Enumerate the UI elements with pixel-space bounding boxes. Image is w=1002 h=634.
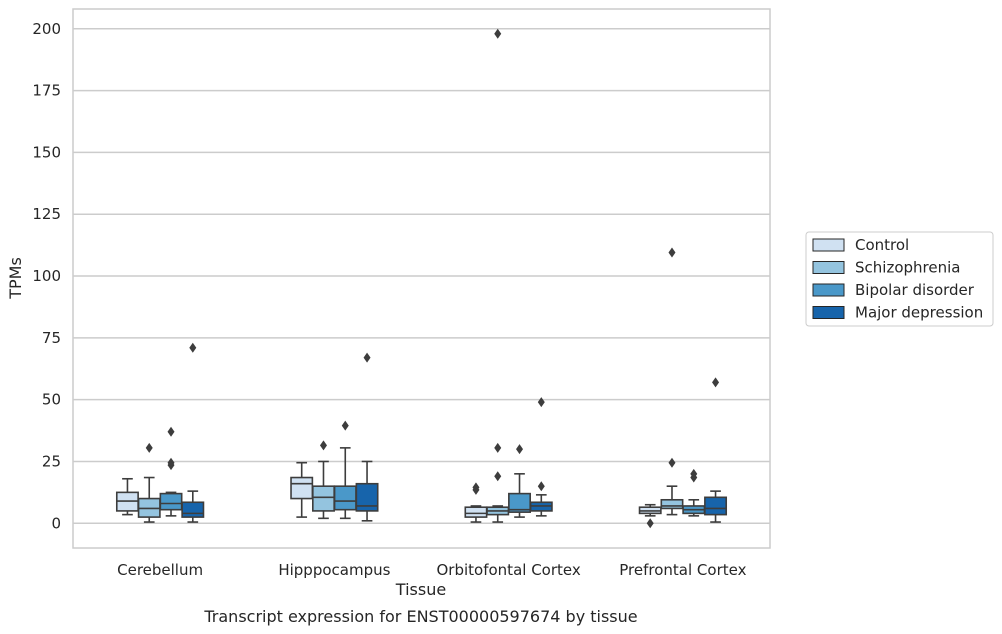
box-schizophrenia [137,442,161,523]
outlier-point [189,342,197,353]
box-body [159,492,183,511]
box-major-depression [704,377,728,523]
box-body [333,485,357,511]
legend-swatch [812,238,845,252]
box-schizophrenia [660,247,684,516]
legend-label: Bipolar disorder [855,281,975,299]
box-major-depression [529,397,553,517]
y-tick-labels: 0 25 50 75 100 125 150 175 200 [32,20,61,532]
legend-label: Control [855,236,909,254]
outlier-point [668,457,676,468]
outlier-point [472,482,480,493]
y-tick-label: 200 [32,20,61,38]
outlier-point [668,247,676,258]
outlier-point [363,352,371,363]
outlier-point [494,28,502,39]
legend-label: Schizophrenia [855,259,960,277]
legend: Control Schizophrenia Bipolar disorder Majo… [805,231,994,327]
outlier-point [494,442,502,453]
legend-swatch [812,261,845,274]
outlier-point [167,426,175,437]
y-tick-label: 150 [32,143,61,161]
legend-swatch [812,306,845,319]
x-tick-label: Cerebellum [117,561,203,579]
box-bipolar-disorder [333,420,357,520]
box-control [115,477,139,516]
outlier-point [494,471,502,482]
box-body [290,476,314,500]
box-control [290,461,314,518]
x-axis-label: Tissue [395,580,446,599]
outlier-point [537,397,545,408]
outlier-point [537,481,545,492]
box-body [464,506,488,518]
box-body [312,485,335,512]
y-tick-label: 50 [42,391,61,409]
outlier-point [712,377,720,388]
box-bipolar-disorder [682,468,706,517]
y-axis-label: TPMs [6,257,25,300]
outlier-point [516,444,524,455]
box-major-depression [181,342,205,523]
legend-label: Major depression [855,304,983,322]
outlier-point [167,457,175,468]
box-control [638,503,662,529]
y-tick-label: 25 [42,452,61,470]
outlier-point [646,518,654,529]
box-bipolar-disorder [159,426,183,517]
x-tick-labels: Cerebellum Hipppocampus Orbitofontal Corte… [117,561,746,579]
y-tick-label: 175 [32,82,61,100]
box-body [704,496,728,516]
outlier-point [690,468,698,479]
outlier-point [341,420,349,431]
legend-swatch [812,283,845,297]
plot-frame [72,8,771,549]
x-tick-label: Orbitofontal Cortex [437,561,581,579]
box-bipolar-disorder [508,444,531,518]
grid-lines [73,28,770,525]
box-body [181,501,205,518]
legend-frame [805,231,994,327]
box-schizophrenia [486,28,510,523]
y-tick-label: 125 [32,205,61,223]
outlier-point [319,440,327,451]
y-tick-label: 75 [42,329,61,347]
box-groups [115,28,728,529]
box-major-depression [355,352,379,522]
box-body [660,498,684,510]
box-body [355,482,379,512]
chart-caption: Transcript expression for ENST0000059767… [203,607,637,626]
outlier-point [145,442,153,453]
x-tick-label: Prefrontal Cortex [619,561,746,579]
x-tick-label: Hipppocampus [278,561,390,579]
y-tick-label: 0 [51,514,61,532]
y-tick-label: 100 [32,267,61,285]
